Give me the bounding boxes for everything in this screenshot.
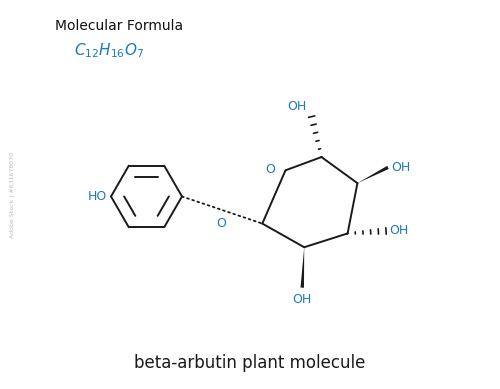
Polygon shape xyxy=(300,247,304,288)
Text: beta-arbutin plant molecule: beta-arbutin plant molecule xyxy=(134,354,366,372)
Text: Molecular Formula: Molecular Formula xyxy=(56,19,184,33)
Text: OH: OH xyxy=(389,224,408,237)
Text: OH: OH xyxy=(292,293,312,306)
Text: O: O xyxy=(265,163,274,176)
Text: O: O xyxy=(216,217,226,230)
Text: Adobe Stock | #631678070: Adobe Stock | #631678070 xyxy=(10,151,15,238)
Text: HO: HO xyxy=(88,190,107,203)
Text: $C_{12}H_{16}O_{7}$: $C_{12}H_{16}O_{7}$ xyxy=(74,41,144,60)
Text: OH: OH xyxy=(288,100,306,113)
Polygon shape xyxy=(358,166,389,183)
Text: OH: OH xyxy=(391,161,410,174)
